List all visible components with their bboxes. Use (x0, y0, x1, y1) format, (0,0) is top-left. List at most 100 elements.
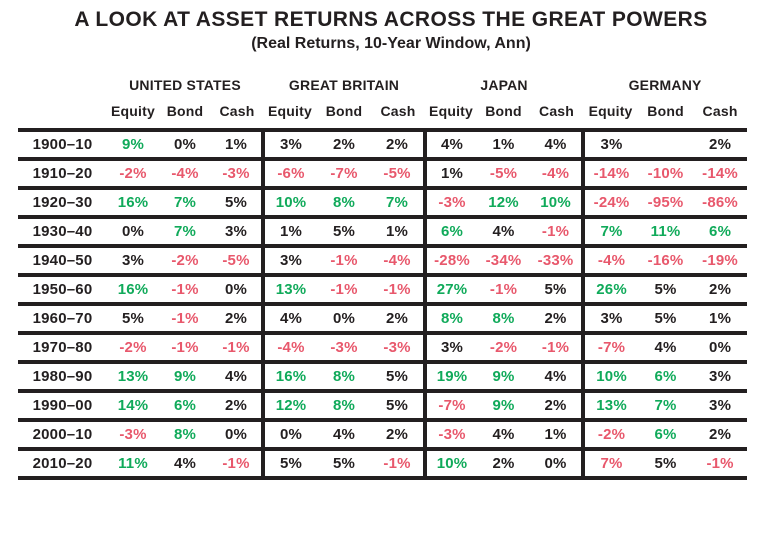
return-cell: -1% (706, 455, 734, 472)
return-cell: -33% (537, 252, 574, 269)
table-row: 1960–70 5% -1% 2% 4% 0% 2% 8% 8% 2% 3% 5% 1% (18, 304, 748, 333)
group-header-great-britain: GREAT BRITAIN (288, 77, 400, 93)
return-cell: 2% (385, 426, 409, 443)
return-cell: -24% (581, 188, 639, 217)
return-cell: -2% (171, 252, 199, 269)
decade-label: 2000–10 (32, 426, 93, 443)
return-cell: -34% (485, 252, 522, 269)
page-title: A LOOK AT ASSET RETURNS ACROSS THE GREAT… (74, 8, 708, 31)
return-cell: 5% (385, 368, 409, 385)
table-body: 1900–10 9% 0% 1% 3% 2% 2% 4% 1% 4% 3% 2% 1910–20 -2% -… (18, 130, 748, 478)
return-cell: 3% (261, 246, 317, 275)
return-cell: 26% (581, 275, 639, 304)
return-cell: 4% (492, 223, 515, 240)
return-cell: 6% (173, 397, 197, 414)
return-cell: 3% (581, 130, 639, 159)
return-cell: 8% (173, 426, 197, 443)
return-cell: -5% (489, 165, 518, 182)
return-cell: 3% (581, 304, 639, 333)
column-header-gb-equity: Equity (268, 103, 312, 119)
column-header-gb-bond: Bond (325, 103, 363, 119)
table-row: 1920–30 16% 7% 5% 10% 8% 7% -3% 12% 10% -24% -95% -8… (18, 188, 748, 217)
return-cell: 16% (117, 194, 149, 211)
return-cell: 1% (224, 136, 248, 153)
return-cell: -1% (171, 281, 199, 298)
decade-label: 1970–80 (32, 339, 93, 356)
return-cell: 9% (173, 368, 197, 385)
return-cell: -1% (222, 455, 250, 472)
return-cell: 4% (173, 455, 197, 472)
return-cell: 1% (709, 310, 732, 327)
return-cell: 4% (332, 426, 356, 443)
return-cell: 13% (261, 275, 317, 304)
return-cell: 9% (121, 136, 145, 153)
decade-label: 1930–40 (32, 223, 93, 240)
table-row: 2000–10 -3% 8% 0% 0% 4% 2% -3% 4% 1% -2% 6% 2% (18, 420, 748, 449)
return-cell: 3% (709, 368, 732, 385)
return-cell: 3% (423, 333, 478, 362)
table-row: 2010–20 11% 4% -1% 5% 5% -1% 10% 2% 0% 7% 5% -1% (18, 449, 748, 478)
return-cell: -4% (171, 165, 199, 182)
returns-table-wrap: UNITED STATES GREAT BRITAIN JAPAN GERMAN… (18, 66, 748, 480)
return-cell: 0% (173, 136, 197, 153)
return-cell: 27% (423, 275, 478, 304)
return-cell: 14% (117, 397, 149, 414)
return-cell: 2% (332, 136, 356, 153)
return-cell: -1% (222, 339, 250, 356)
return-cell (638, 130, 693, 159)
return-cell: 9% (492, 397, 515, 414)
return-cell: -10% (647, 165, 684, 182)
return-cell: -3% (423, 188, 478, 217)
return-cell: -95% (647, 194, 684, 211)
return-cell: 4% (544, 136, 567, 153)
return-cell: 8% (423, 304, 478, 333)
return-cell: 2% (224, 397, 248, 414)
return-cell: 4% (423, 130, 478, 159)
return-cell: -3% (222, 165, 250, 182)
return-cell: 5% (224, 194, 248, 211)
return-cell: 1% (261, 217, 317, 246)
return-cell: 5% (544, 281, 567, 298)
return-cell: 1% (385, 223, 409, 240)
column-header-gb-cash: Cash (380, 103, 416, 119)
asset-class-header-row: Equity Bond Cash Equity Bond Cash Equity… (18, 100, 747, 130)
return-cell: -1% (330, 281, 358, 298)
return-cell: 4% (224, 368, 248, 385)
return-cell: -1% (171, 310, 199, 327)
return-cell: 0% (544, 455, 567, 472)
table-row: 1990–00 14% 6% 2% 12% 8% 5% -7% 9% 2% 13% 7% 3% (18, 391, 748, 420)
country-header-row: UNITED STATES GREAT BRITAIN JAPAN GERMAN… (18, 66, 747, 100)
return-cell: 7% (173, 223, 197, 240)
column-header-de-equity: Equity (588, 103, 633, 119)
return-cell: 5% (332, 455, 356, 472)
return-cell: 7% (654, 397, 677, 414)
return-cell: 2% (385, 136, 409, 153)
corner-cell (18, 100, 107, 130)
return-cell: 6% (654, 368, 677, 385)
return-cell: 8% (492, 310, 515, 327)
decade-label: 1910–20 (32, 165, 93, 182)
return-cell: 16% (261, 362, 317, 391)
return-cell: 12% (261, 391, 317, 420)
return-cell: 1% (423, 159, 478, 188)
return-cell: 0% (261, 420, 317, 449)
table-row: 1980–90 13% 9% 4% 16% 8% 5% 19% 9% 4% 10% 6% 3% (18, 362, 748, 391)
return-cell: 3% (709, 397, 732, 414)
table-row: 1950–60 16% -1% 0% 13% -1% -1% 27% -1% 5% 26% 5% 2% (18, 275, 748, 304)
column-header-us-cash: Cash (219, 103, 255, 119)
return-cell: -2% (119, 339, 147, 356)
return-cell: -1% (541, 339, 570, 356)
return-cell: 8% (332, 368, 356, 385)
decade-label: 1990–00 (32, 397, 93, 414)
return-cell: -1% (171, 339, 199, 356)
decade-label: 1940–50 (32, 252, 93, 269)
corner-cell (18, 66, 107, 100)
return-cell: 2% (709, 136, 732, 153)
return-cell: 2% (385, 310, 409, 327)
decade-label: 2010–20 (32, 455, 93, 472)
return-cell: -7% (330, 165, 358, 182)
return-cell: 3% (121, 252, 145, 269)
return-cell: 7% (581, 217, 639, 246)
return-cell: -2% (119, 165, 147, 182)
group-header-united-states: UNITED STATES (129, 77, 241, 93)
